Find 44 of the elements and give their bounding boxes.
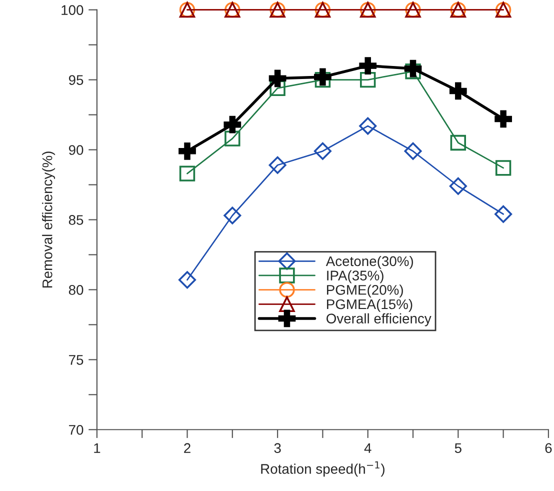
y-tick-label: 100 <box>62 5 84 15</box>
point <box>178 142 196 160</box>
point <box>359 117 377 135</box>
x-tick-label: 1 <box>94 443 100 453</box>
y-axis-title: Removal efficiency(%) <box>42 152 56 288</box>
point <box>314 142 332 160</box>
y-tick-label: 85 <box>68 215 84 225</box>
point <box>405 64 421 80</box>
legend-label: Overall efficiency <box>326 313 432 326</box>
point <box>494 110 512 128</box>
point <box>268 156 286 174</box>
y-tick-label: 75 <box>69 355 84 365</box>
x-tick-label: 2 <box>184 443 190 453</box>
y-tick-label: 70 <box>69 424 84 435</box>
legend-label: PGMEA(15%) <box>327 298 412 312</box>
y-tick-label: 90 <box>68 145 84 155</box>
point <box>449 82 467 100</box>
point <box>314 72 331 88</box>
point <box>224 130 240 146</box>
point <box>360 72 376 88</box>
point <box>179 166 196 182</box>
point <box>224 206 242 224</box>
y-tick-label: 95 <box>68 75 84 85</box>
point <box>404 142 422 160</box>
point <box>494 205 512 223</box>
point <box>404 60 422 78</box>
x-tick-label: 4 <box>364 443 372 453</box>
point <box>495 160 512 176</box>
point <box>268 70 286 88</box>
y-tick-label: 80 <box>68 285 84 295</box>
legend-label: PGME(20%) <box>327 284 403 298</box>
x-axis-title: Rotation speed(h$^{−1}$) <box>261 461 384 477</box>
point <box>314 68 332 86</box>
point <box>449 177 467 195</box>
x-tick-label: 6 <box>545 443 552 454</box>
x-tick-label: 5 <box>454 443 462 454</box>
legend-label: IPA(35%) <box>327 270 384 284</box>
legend-label: Acetone(30%) <box>326 256 414 269</box>
point <box>359 57 377 74</box>
point <box>178 271 196 289</box>
point <box>224 116 242 134</box>
x-tick-label: 3 <box>274 443 281 454</box>
point <box>450 134 466 151</box>
point <box>270 80 286 96</box>
